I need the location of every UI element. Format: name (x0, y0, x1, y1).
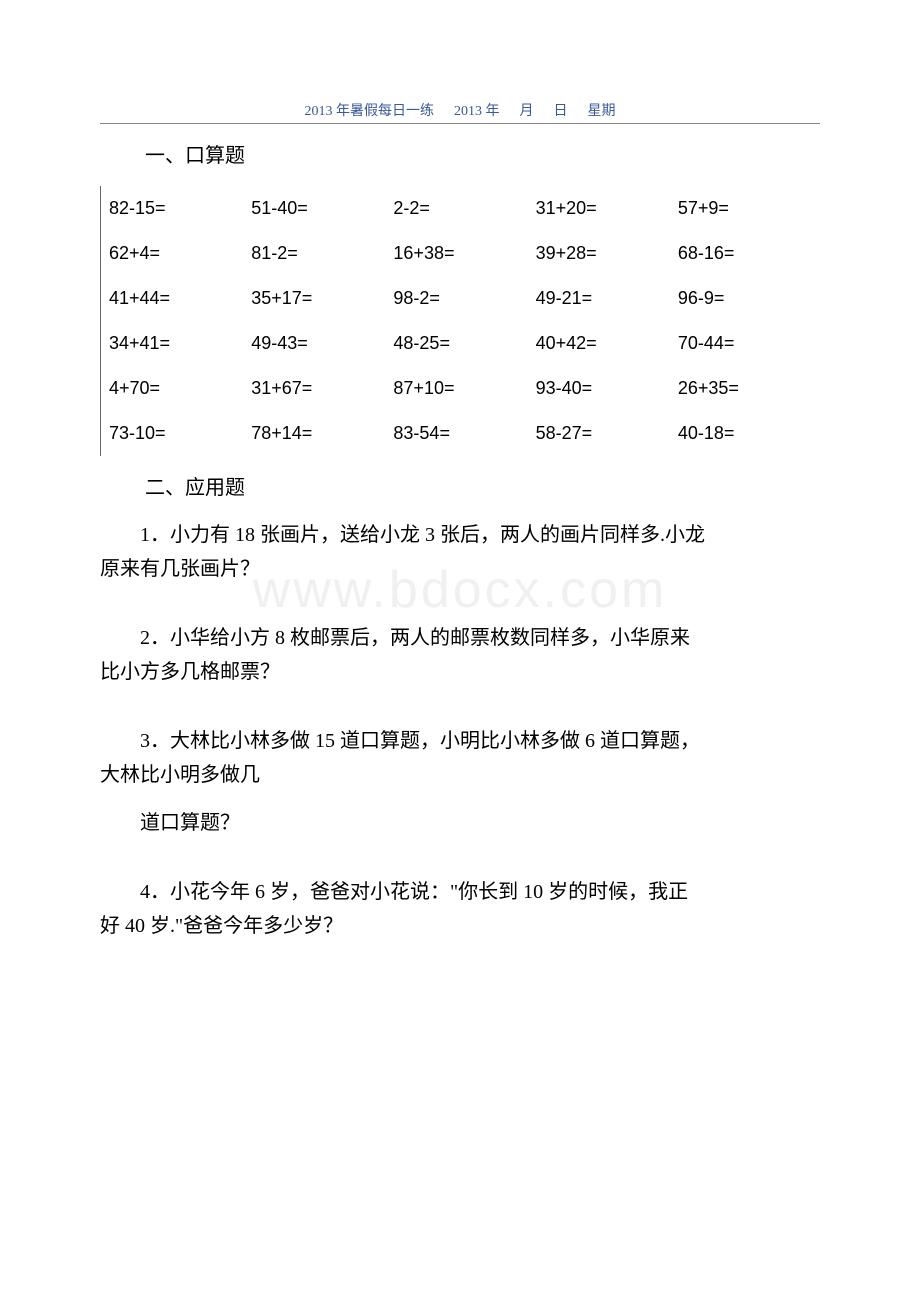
problem-line: 大林比小明多做几 (100, 758, 260, 792)
calc-cell: 78+14= (251, 423, 393, 444)
calc-cell: 2-2= (393, 198, 535, 219)
calc-cell: 96-9= (678, 288, 820, 309)
worksheet-header: 2013 年暑假每日一练 2013 年 月 日 星期 (100, 100, 820, 124)
calc-row: 41+44= 35+17= 98-2= 49-21= 96-9= (101, 276, 820, 321)
calc-cell: 81-2= (251, 243, 393, 264)
section1-title: 一、口算题 (145, 139, 820, 168)
header-weekday-label: 星期 (588, 100, 616, 120)
calc-cell: 41+44= (109, 288, 251, 309)
calc-cell: 98-2= (393, 288, 535, 309)
header-month-label: 月 (520, 100, 534, 120)
calc-table: 82-15= 51-40= 2-2= 31+20= 57+9= 62+4= 81… (100, 186, 820, 456)
calc-cell: 48-25= (393, 333, 535, 354)
problem-2: 2．小华给小方 8 枚邮票后，两人的邮票枚数同样多，小华原来 比小方多几格邮票？ (100, 621, 820, 689)
calc-cell: 4+70= (109, 378, 251, 399)
problem-line: 原来有几张画片？ (100, 552, 260, 586)
problem-line: 好 40 岁."爸爸今年多少岁？ (100, 909, 343, 943)
problem-line: 4．小花今年 6 岁，爸爸对小花说："你长到 10 岁的时候，我正 (140, 881, 688, 903)
calc-cell: 40+42= (536, 333, 678, 354)
calc-cell: 70-44= (678, 333, 820, 354)
problem-text: 2．小华给小方 8 枚邮票后，两人的邮票枚数同样多，小华原来 比小方多几格邮票？ (100, 621, 820, 689)
problem-text: 1．小力有 18 张画片，送给小龙 3 张后，两人的画片同样多.小龙 原来有几张… (100, 518, 820, 586)
calc-cell: 40-18= (678, 423, 820, 444)
calc-cell: 68-16= (678, 243, 820, 264)
calc-cell: 73-10= (109, 423, 251, 444)
problem-text: 3．大林比小林多做 15 道口算题，小明比小林多做 6 道口算题， 大林比小明多… (100, 724, 820, 792)
calc-cell: 39+28= (536, 243, 678, 264)
calc-cell: 82-15= (109, 198, 251, 219)
calc-cell: 57+9= (678, 198, 820, 219)
header-title: 2013 年暑假每日一练 (305, 100, 435, 120)
calc-cell: 51-40= (251, 198, 393, 219)
problem-line: 比小方多几格邮票？ (100, 655, 280, 689)
problem-text: 道口算题？ (100, 806, 820, 840)
header-year: 2013 年 (454, 100, 500, 120)
calc-cell: 31+67= (251, 378, 393, 399)
calc-cell: 49-43= (251, 333, 393, 354)
calc-row: 82-15= 51-40= 2-2= 31+20= 57+9= (101, 186, 820, 231)
calc-row: 4+70= 31+67= 87+10= 93-40= 26+35= (101, 366, 820, 411)
calc-cell: 93-40= (536, 378, 678, 399)
calc-cell: 35+17= (251, 288, 393, 309)
calc-row: 62+4= 81-2= 16+38= 39+28= 68-16= (101, 231, 820, 276)
calc-cell: 34+41= (109, 333, 251, 354)
problem-3: 3．大林比小林多做 15 道口算题，小明比小林多做 6 道口算题， 大林比小明多… (100, 724, 820, 840)
calc-cell: 49-21= (536, 288, 678, 309)
problem-line: 3．大林比小林多做 15 道口算题，小明比小林多做 6 道口算题， (140, 730, 700, 752)
problem-line: 1．小力有 18 张画片，送给小龙 3 张后，两人的画片同样多.小龙 (140, 524, 705, 546)
calc-cell: 31+20= (536, 198, 678, 219)
problem-1: 1．小力有 18 张画片，送给小龙 3 张后，两人的画片同样多.小龙 原来有几张… (100, 518, 820, 586)
header-day-label: 日 (554, 100, 568, 120)
calc-cell: 26+35= (678, 378, 820, 399)
problem-4: 4．小花今年 6 岁，爸爸对小花说："你长到 10 岁的时候，我正 好 40 岁… (100, 875, 820, 943)
calc-row: 34+41= 49-43= 48-25= 40+42= 70-44= (101, 321, 820, 366)
calc-cell: 58-27= (536, 423, 678, 444)
calc-cell: 83-54= (393, 423, 535, 444)
calc-cell: 87+10= (393, 378, 535, 399)
problem-text: 4．小花今年 6 岁，爸爸对小花说："你长到 10 岁的时候，我正 好 40 岁… (100, 875, 820, 943)
calc-cell: 62+4= (109, 243, 251, 264)
calc-row: 73-10= 78+14= 83-54= 58-27= 40-18= (101, 411, 820, 456)
problem-line: 2．小华给小方 8 枚邮票后，两人的邮票枚数同样多，小华原来 (140, 627, 690, 649)
section2-title: 二、应用题 (145, 471, 820, 500)
calc-cell: 16+38= (393, 243, 535, 264)
